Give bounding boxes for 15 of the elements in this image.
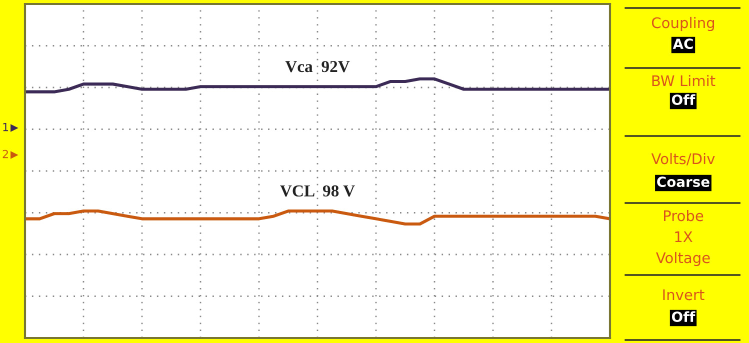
text: Coupling [652,16,714,32]
text: 1X [675,231,692,242]
text: Volts/Div [651,152,715,166]
text: Coarse [657,176,710,188]
series-label: Vca 92V [285,60,350,72]
text: 1 [3,122,8,132]
series-label: VCL 98 V [280,185,355,197]
text: AC [672,38,693,50]
text: Voltage [656,252,710,266]
text: Probe [664,210,704,222]
text: BW Limit [652,74,716,86]
text: Invert [663,289,704,300]
text: Off [672,311,696,322]
text: Off [672,94,696,106]
text: 2 [2,150,8,158]
